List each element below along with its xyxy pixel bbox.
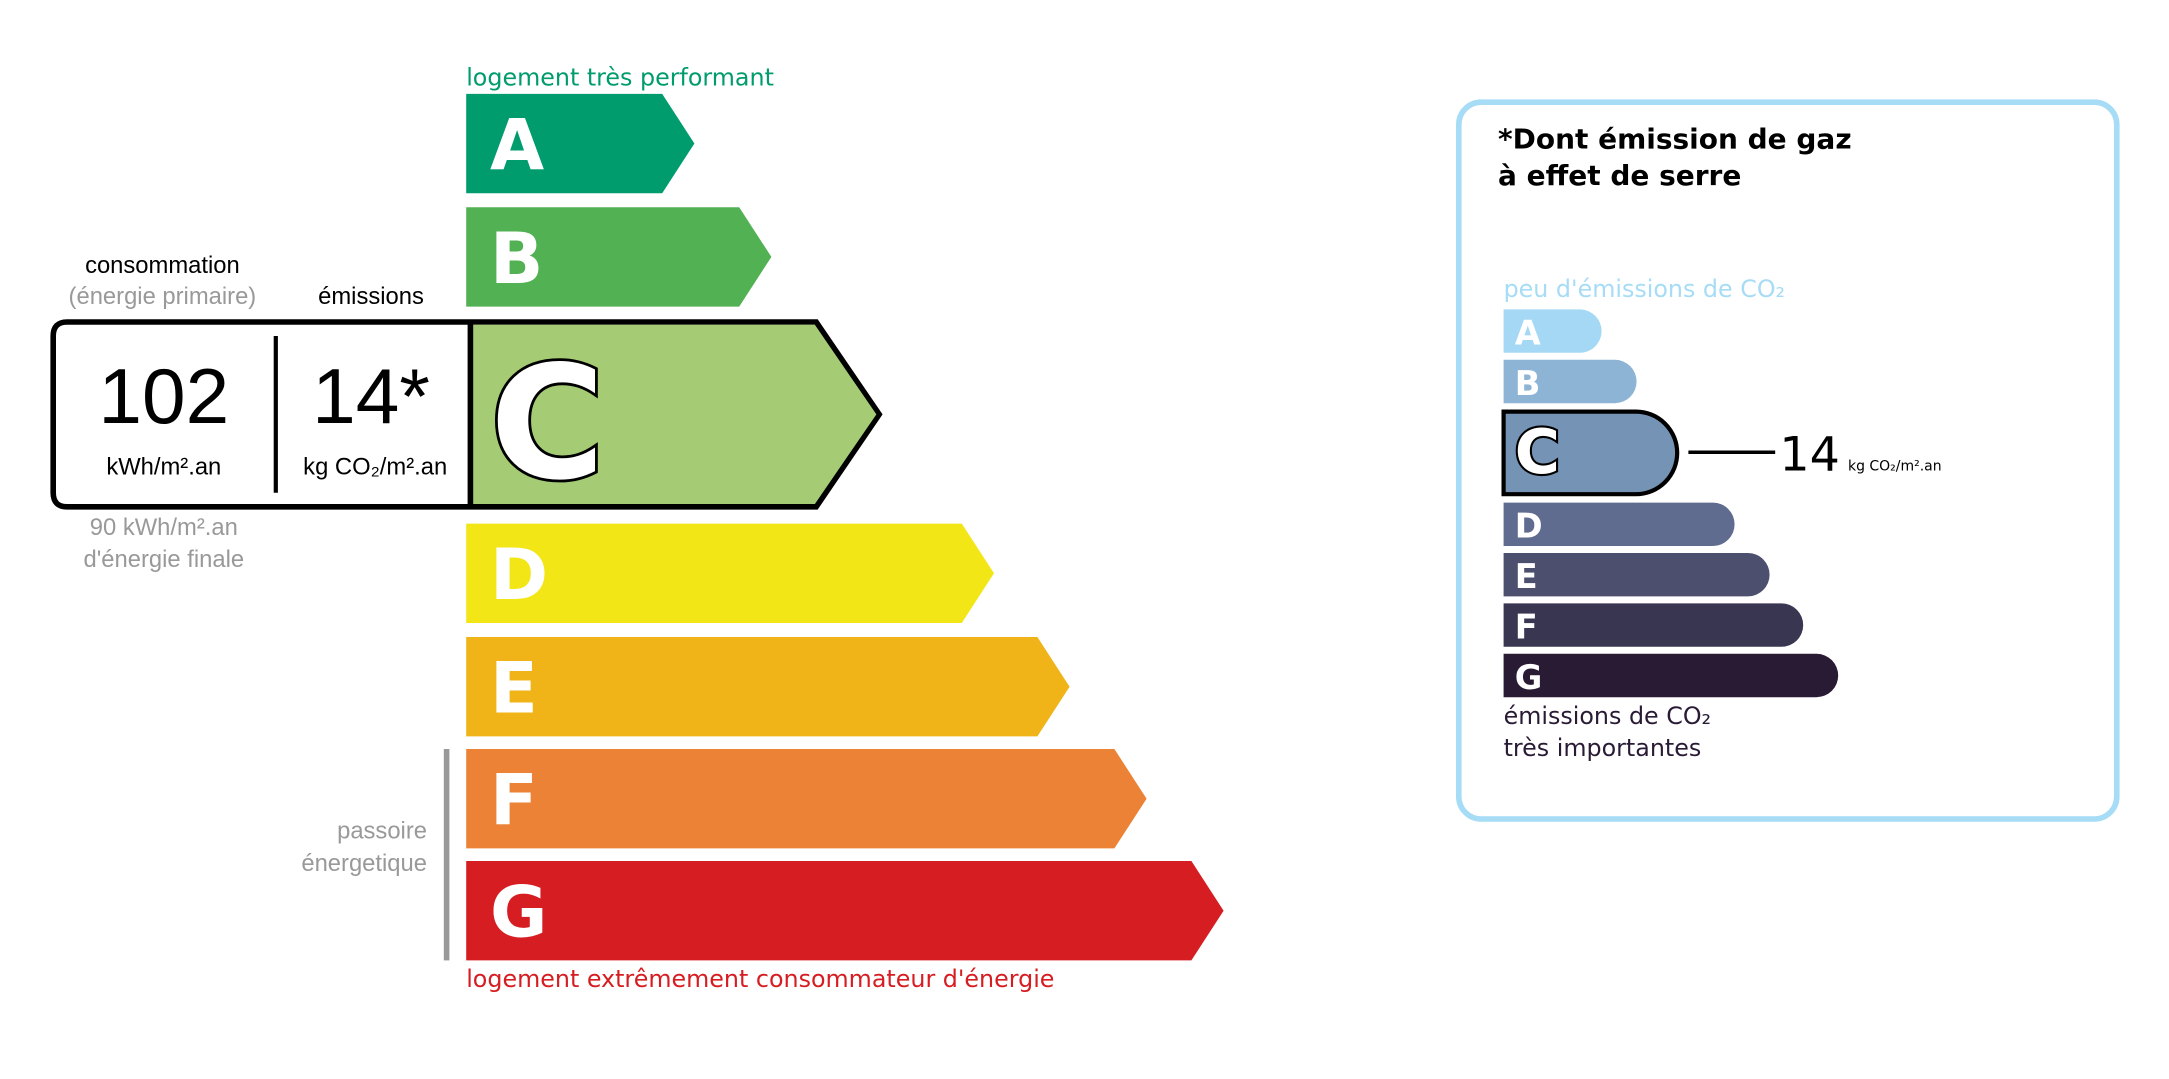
ghg-unit: kg CO₂/m².an xyxy=(1848,458,1942,474)
ghg-class-letter-e: E xyxy=(1515,557,1538,596)
energy-class-letter-d: D xyxy=(490,534,548,616)
energy-current-class-letter: C xyxy=(490,331,605,514)
energy-class-letter-b: B xyxy=(490,218,543,300)
energy-class-arrow-e xyxy=(466,637,1070,737)
energy-class-letter-a: A xyxy=(490,104,544,186)
ghg-top-caption: peu d'émissions de CO₂ xyxy=(1504,275,1786,303)
ghg-class-letter-b: B xyxy=(1515,364,1541,403)
ghg-label: *Dont émission de gaz à effet de serre p… xyxy=(1455,99,2120,822)
ghg-class-letter-a: A xyxy=(1515,313,1541,352)
energy-class-arrow-g xyxy=(466,861,1224,961)
consumption-value: 102 xyxy=(98,352,229,440)
energy-top-caption: logement très performant xyxy=(466,63,774,91)
ghg-class-letter-d: D xyxy=(1515,507,1543,546)
passoire-line2: énergetique xyxy=(301,850,427,877)
ghg-title-line2: à effet de serre xyxy=(1498,159,1741,192)
emissions-value: 14* xyxy=(312,352,430,440)
ghg-class-bar-a xyxy=(1503,309,1602,353)
energy-class-arrow-a xyxy=(466,93,695,194)
consumption-heading: consommation xyxy=(85,252,240,279)
ghg-class-bar-c xyxy=(1501,409,1680,497)
final-energy-label: d'énergie finale xyxy=(84,546,245,573)
ghg-class-bar-b xyxy=(1503,359,1637,404)
consumption-subheading: (énergie primaire) xyxy=(69,283,257,310)
passoire-line1: passoire xyxy=(337,818,427,845)
ghg-class-letter-f: F xyxy=(1515,607,1538,646)
ghg-bottom-caption-line2: très importantes xyxy=(1504,734,1702,762)
ghg-value: 14 xyxy=(1779,427,1840,482)
ghg-class-bar-e xyxy=(1503,553,1770,597)
ghg-class-letter-g: G xyxy=(1515,658,1543,697)
energy-class-arrow-d xyxy=(466,523,994,624)
emissions-unit: kg CO₂/m².an xyxy=(303,454,447,481)
consumption-unit: kWh/m².an xyxy=(106,454,221,481)
energy-bottom-caption: logement extrêmement consommateur d'éner… xyxy=(466,965,1054,993)
energy-class-arrow-f xyxy=(466,749,1147,849)
energy-class-arrow-b xyxy=(466,207,772,307)
ghg-class-letter-c: C xyxy=(1515,416,1560,488)
ghg-title-line1: *Dont émission de gaz xyxy=(1498,122,1852,155)
final-energy-value: 90 kWh/m².an xyxy=(90,514,238,541)
energy-class-letter-g: G xyxy=(490,872,547,954)
ghg-class-bar-f xyxy=(1503,603,1804,647)
emissions-heading: émissions xyxy=(318,283,424,310)
energy-current-class-arrow xyxy=(470,324,877,505)
ghg-class-bar-d xyxy=(1503,502,1735,547)
energy-class-letter-e: E xyxy=(490,648,538,730)
passoire-marker xyxy=(443,749,450,961)
ghg-class-bar-g xyxy=(1503,653,1839,698)
ghg-bottom-caption-line1: émissions de CO₂ xyxy=(1504,702,1712,730)
energy-class-letter-f: F xyxy=(490,760,538,842)
